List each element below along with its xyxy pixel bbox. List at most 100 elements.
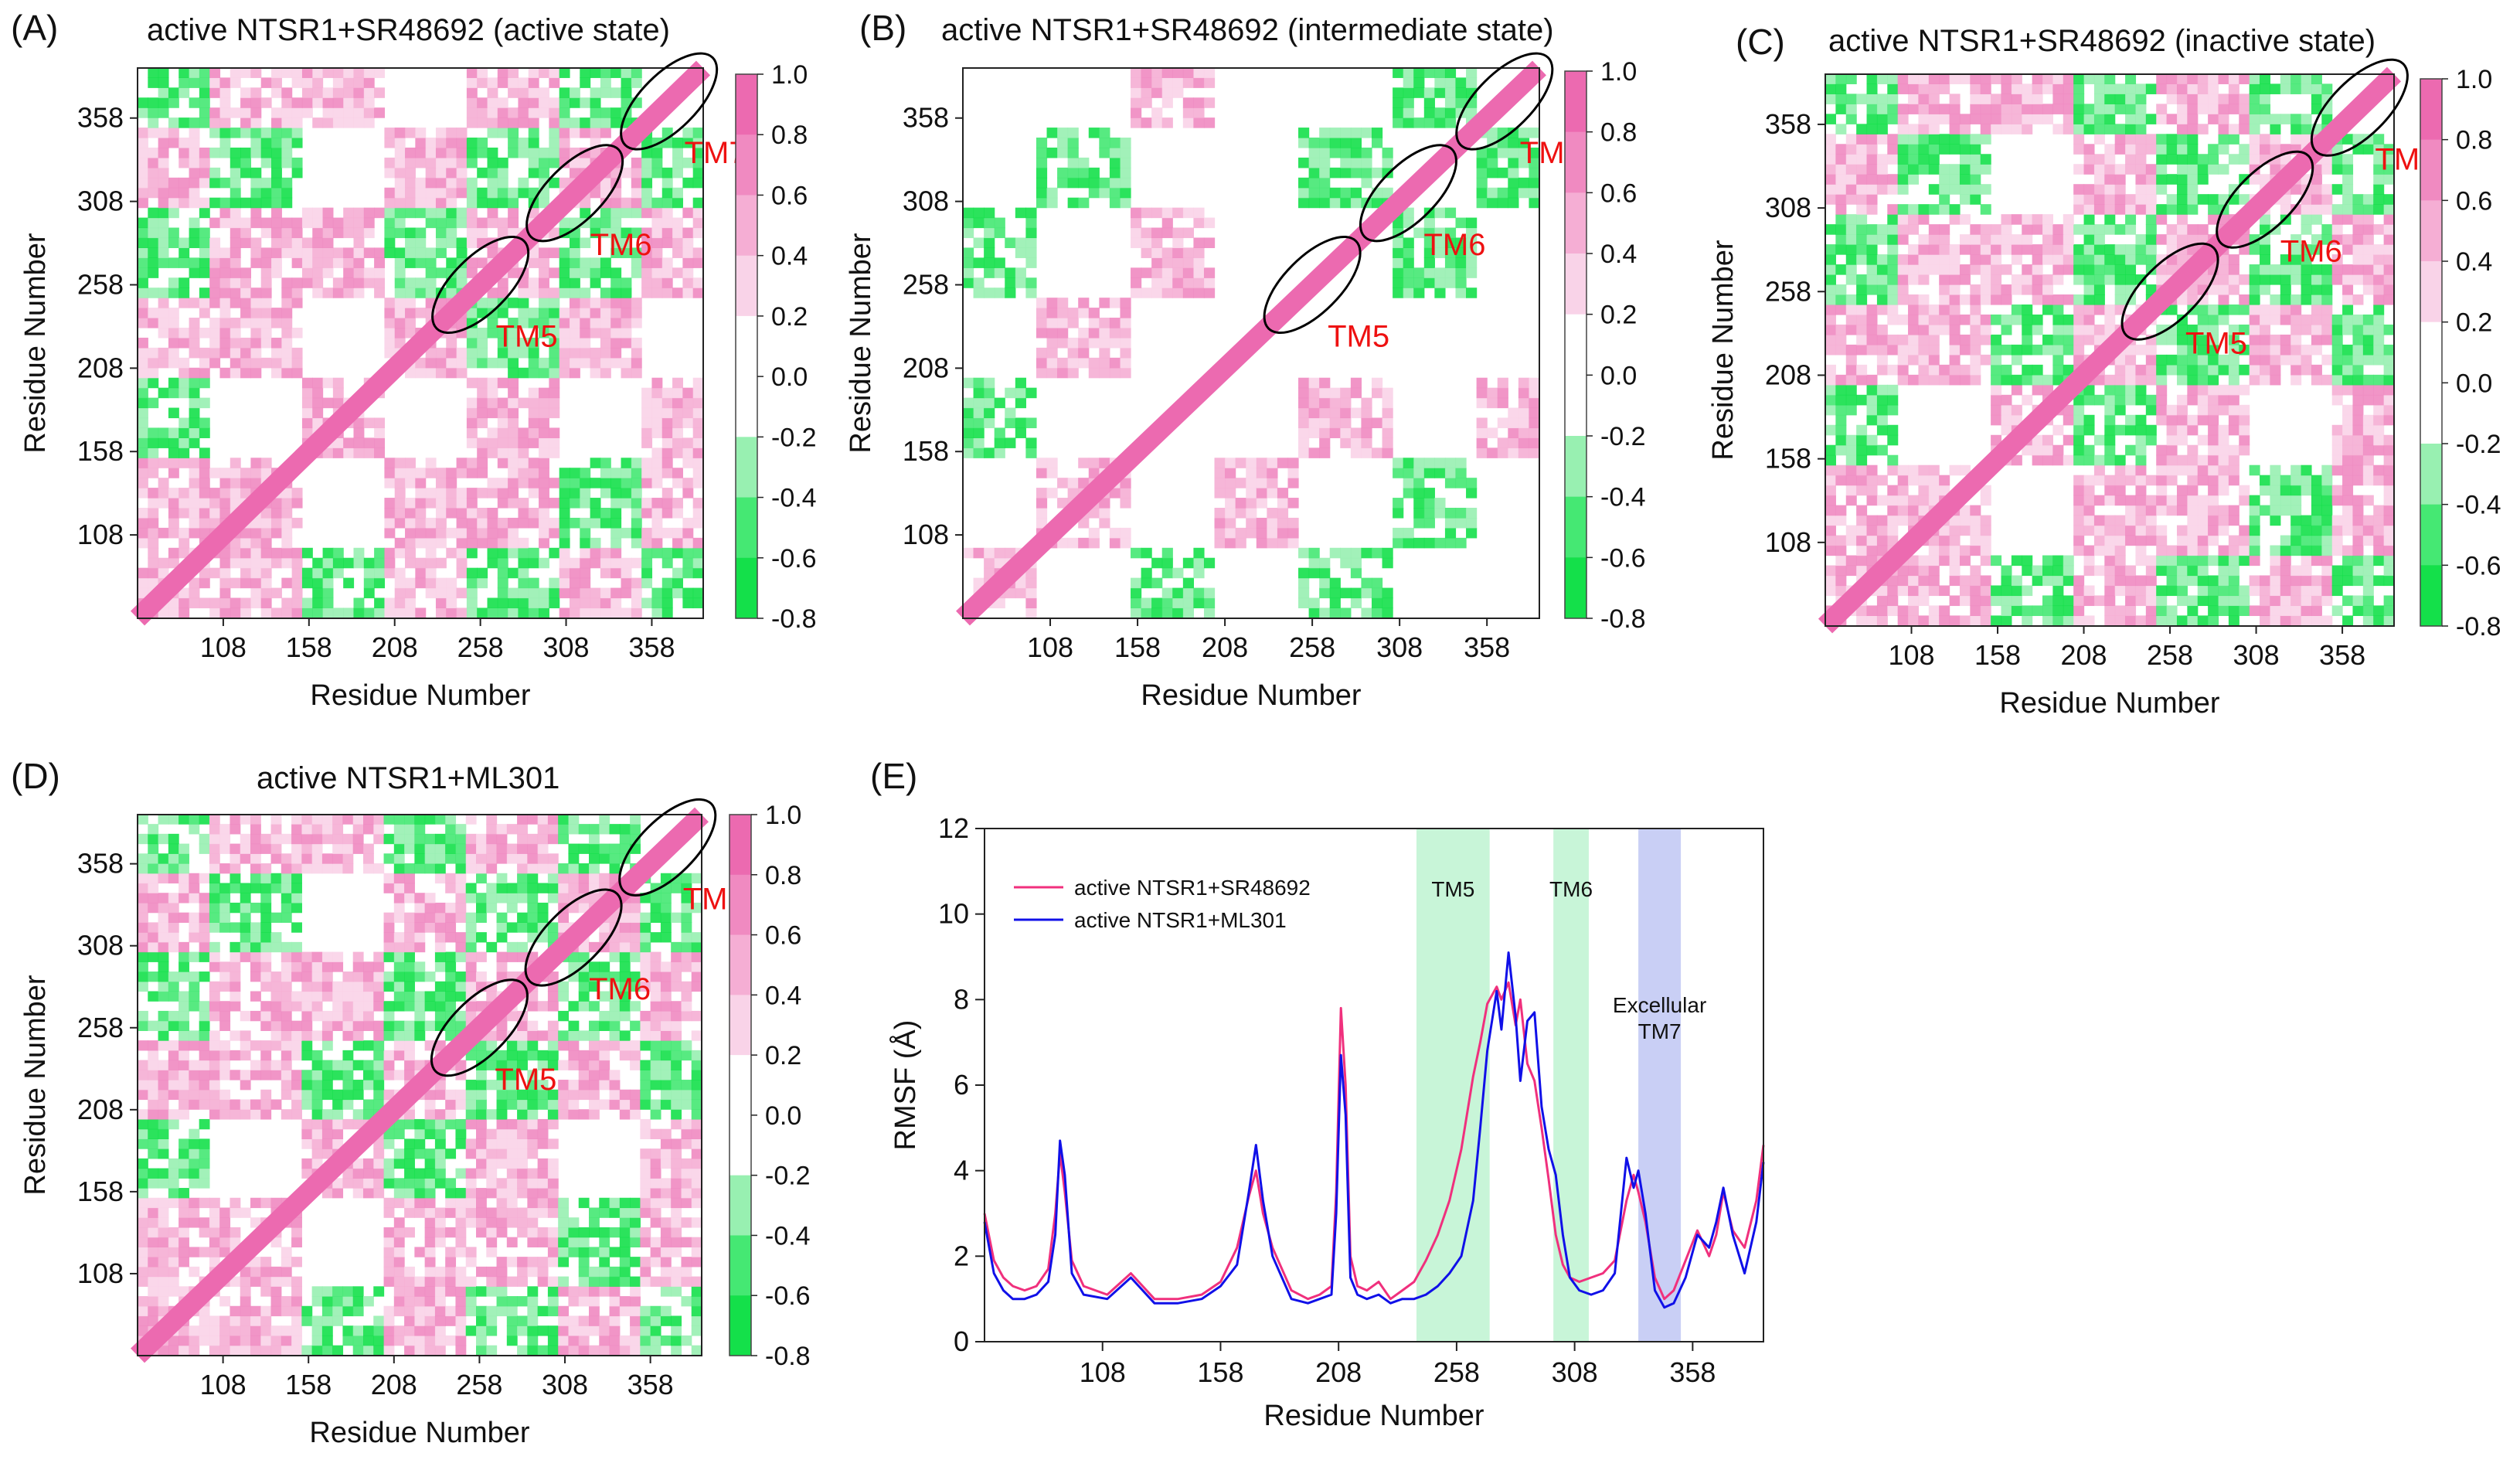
correlation-cell	[497, 417, 508, 429]
correlation-cell	[2373, 314, 2385, 325]
correlation-cell	[332, 117, 344, 128]
correlation-cell	[2145, 174, 2157, 185]
correlation-cell	[1887, 364, 1899, 376]
correlation-cell	[600, 478, 611, 488]
correlation-cell	[1393, 237, 1404, 249]
correlation-cell	[1845, 94, 1857, 104]
correlation-cell	[1393, 508, 1404, 519]
correlation-cell	[1825, 294, 1836, 305]
correlation-cell	[672, 587, 683, 599]
correlation-cell	[2011, 585, 2022, 597]
correlation-cell	[692, 227, 704, 239]
correlation-cell	[1887, 505, 1899, 516]
correlation-cell	[477, 468, 488, 478]
correlation-cell	[497, 567, 508, 579]
correlation-cell	[415, 288, 427, 298]
correlation-cell	[168, 468, 179, 478]
correlation-cell	[363, 587, 375, 599]
correlation-cell	[2383, 454, 2395, 466]
correlation-cell	[148, 347, 159, 359]
correlation-cell	[271, 547, 282, 559]
correlation-cell	[1497, 377, 1508, 389]
correlation-cell	[1225, 508, 1236, 519]
correlation-cell	[1319, 147, 1331, 158]
correlation-cell	[1109, 337, 1121, 349]
correlation-cell	[168, 437, 179, 448]
correlation-cell	[405, 587, 416, 599]
correlation-cell	[1382, 387, 1393, 399]
correlation-cell	[1949, 184, 1961, 195]
correlation-cell	[1340, 437, 1352, 448]
correlation-cell	[569, 597, 580, 609]
correlation-cell	[973, 427, 985, 438]
correlation-cell	[2208, 104, 2219, 114]
correlation-cell	[2001, 94, 2012, 104]
correlation-cell	[168, 227, 179, 239]
correlation-cell	[549, 498, 560, 509]
correlation-cell	[2228, 555, 2239, 567]
correlation-cell	[2145, 535, 2157, 546]
correlation-cell	[682, 527, 694, 539]
correlation-cell	[1856, 344, 1868, 356]
correlation-cell	[1371, 547, 1383, 559]
correlation-cell	[508, 407, 519, 419]
correlation-cell	[1393, 527, 1404, 539]
correlation-cell	[2228, 284, 2239, 295]
correlation-cell	[2073, 525, 2085, 536]
correlation-cell	[2135, 83, 2147, 94]
correlation-cell	[415, 607, 427, 618]
correlation-cell	[301, 567, 313, 579]
correlation-cell	[2156, 254, 2168, 265]
correlation-cell	[497, 327, 508, 339]
correlation-cell	[2022, 124, 2033, 134]
correlation-cell	[2176, 485, 2188, 496]
correlation-cell	[528, 257, 539, 268]
correlation-cell	[2218, 274, 2229, 285]
correlation-cell	[2301, 475, 2312, 486]
correlation-cell	[528, 277, 539, 288]
correlation-cell	[291, 567, 303, 579]
correlation-cell	[2083, 334, 2095, 345]
correlation-cell	[2166, 94, 2178, 104]
correlation-cell	[281, 357, 293, 369]
correlation-cell	[250, 247, 262, 258]
correlation-cell	[631, 527, 642, 539]
correlation-cell	[1308, 427, 1320, 438]
correlation-cell	[456, 167, 468, 179]
correlation-cell	[1308, 597, 1320, 609]
correlation-cell	[2083, 214, 2095, 225]
correlation-cell	[621, 298, 632, 308]
correlation-cell	[2301, 555, 2312, 567]
correlation-cell	[1949, 114, 1961, 124]
correlation-cell	[1980, 525, 1991, 536]
correlation-cell	[2114, 144, 2126, 155]
correlation-cell	[2321, 284, 2333, 295]
correlation-cell	[168, 187, 179, 199]
correlation-cell	[2032, 73, 2043, 84]
correlation-cell	[2011, 454, 2022, 466]
correlation-cell	[446, 167, 457, 179]
correlation-cell	[1120, 167, 1131, 179]
correlation-cell	[590, 147, 601, 158]
correlation-cell	[641, 138, 653, 148]
correlation-cell	[1036, 138, 1048, 148]
correlation-cell	[138, 468, 148, 478]
correlation-cell	[1887, 224, 1899, 235]
correlation-cell	[641, 437, 653, 448]
correlation-cell	[1267, 478, 1278, 488]
correlation-cell	[2311, 294, 2322, 305]
colorbar-band	[736, 437, 757, 499]
correlation-cell	[528, 577, 539, 589]
correlation-cell	[1991, 334, 2002, 345]
correlation-cell	[312, 237, 324, 249]
correlation-cell	[1423, 498, 1435, 509]
correlation-cell	[2156, 73, 2168, 84]
correlation-cell	[1413, 508, 1425, 519]
correlation-cell	[363, 267, 375, 278]
correlation-cell	[2166, 505, 2178, 516]
correlation-cell	[1928, 334, 1940, 345]
correlation-cell	[209, 177, 221, 189]
correlation-cell	[641, 567, 653, 579]
correlation-cell	[2063, 434, 2074, 446]
correlation-cell	[2063, 224, 2074, 235]
